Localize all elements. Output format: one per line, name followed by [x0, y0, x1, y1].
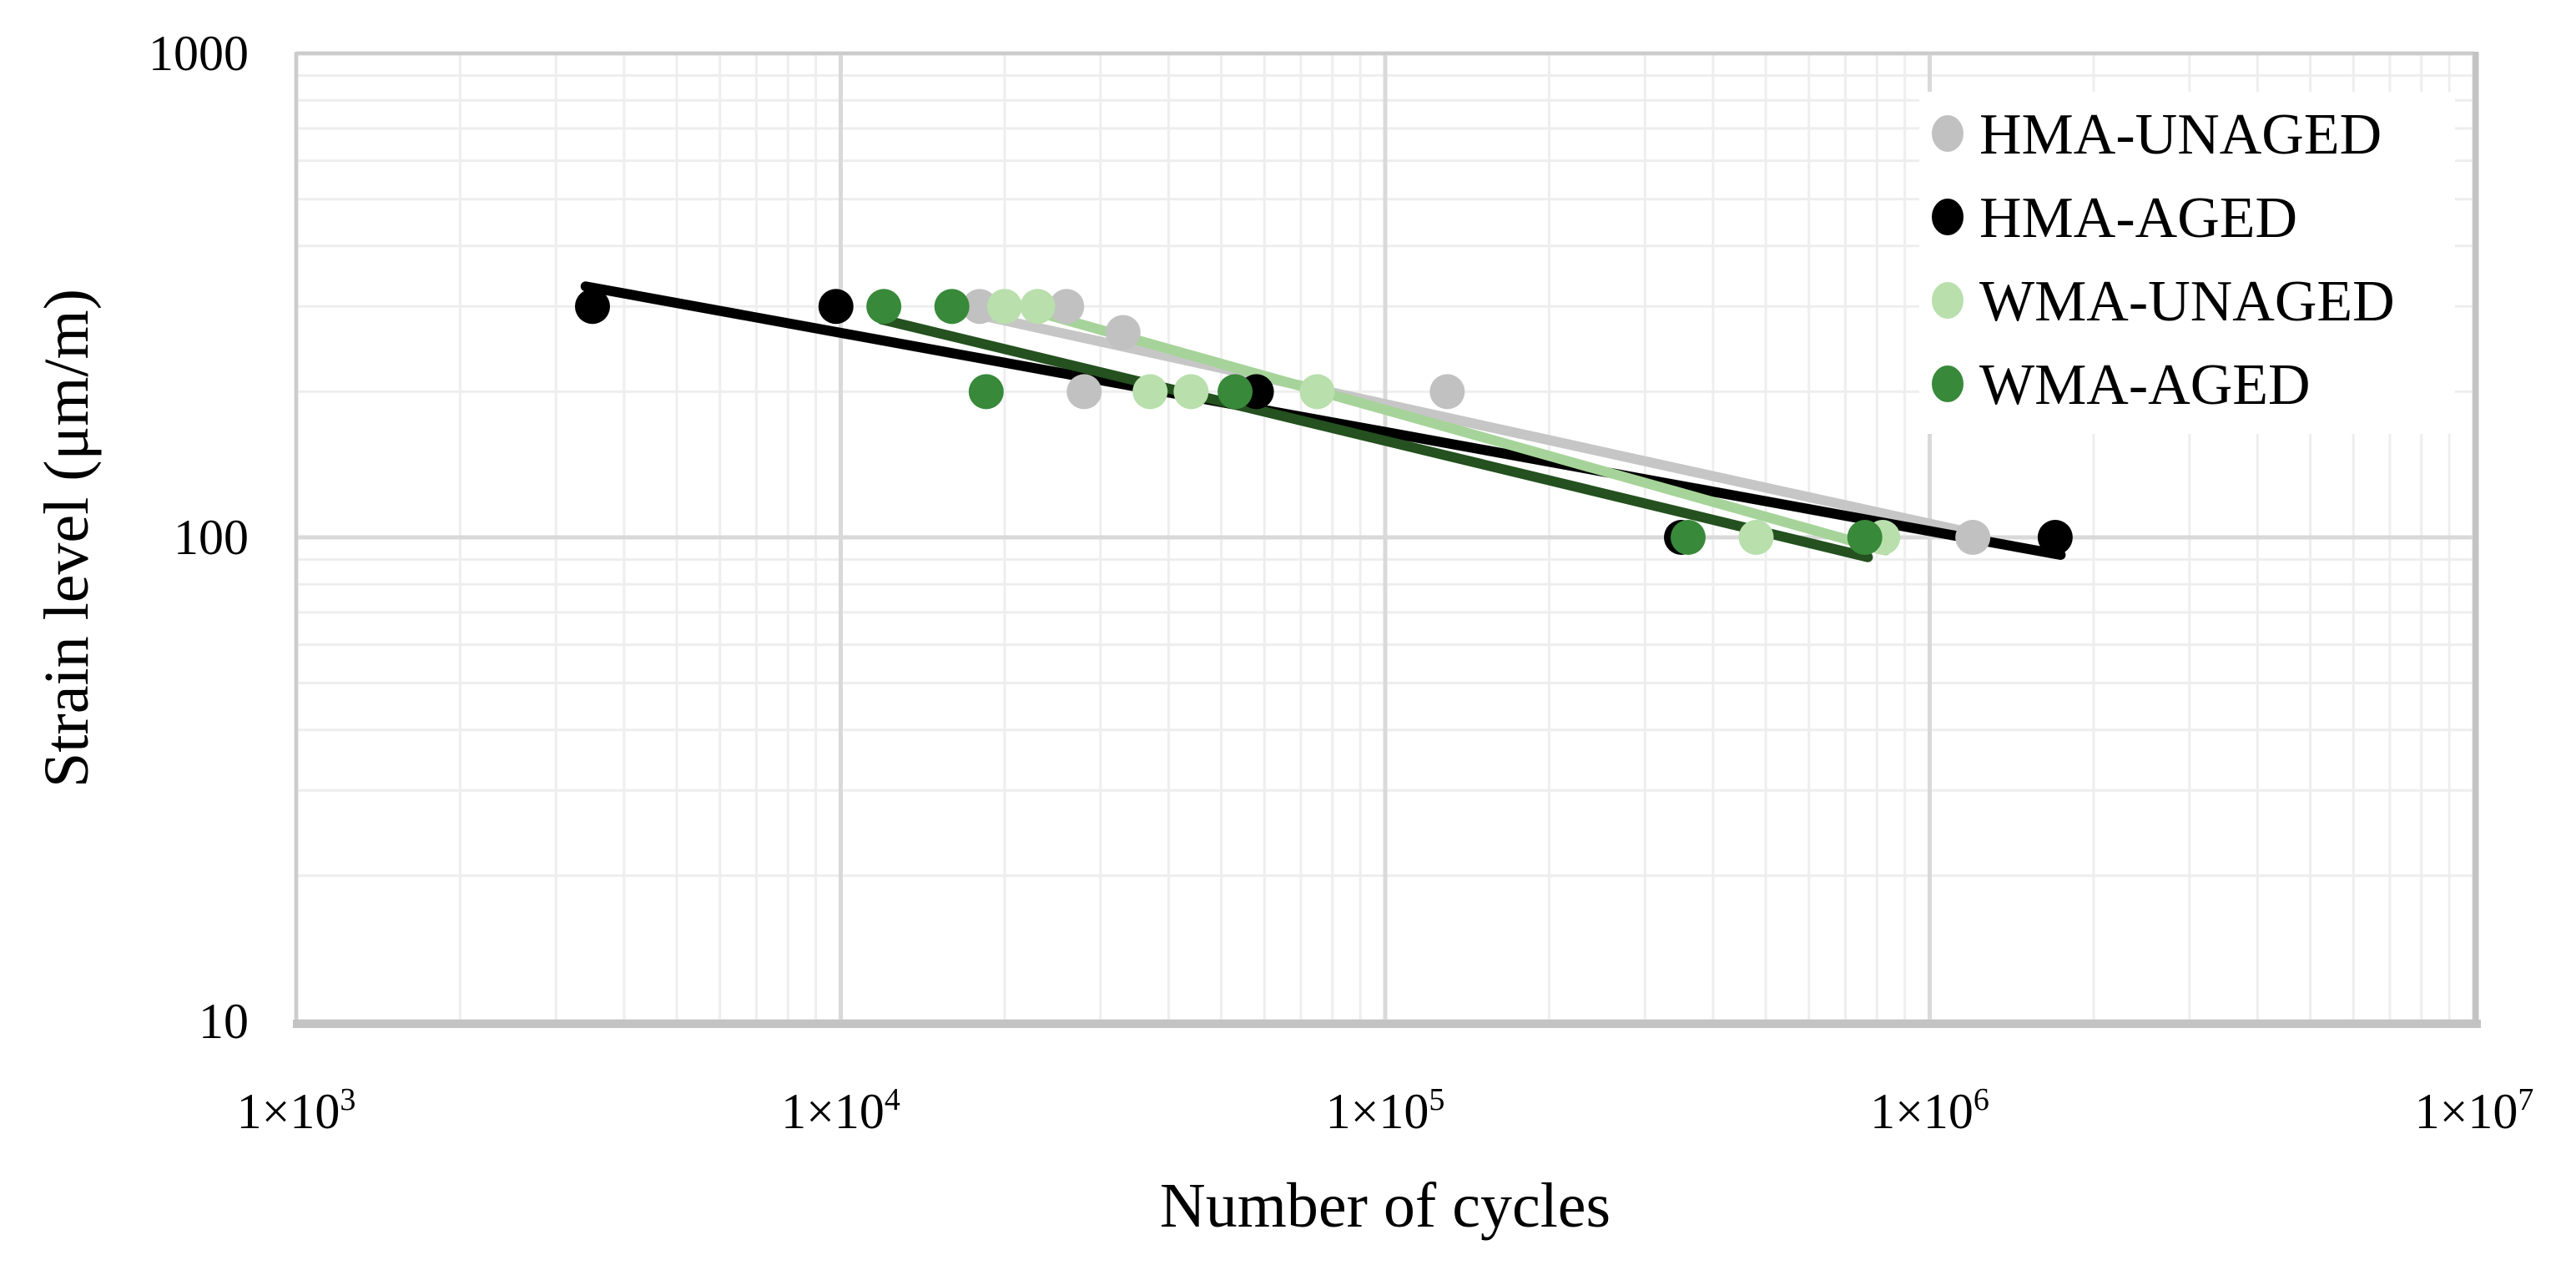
trendline-wma-aged	[876, 314, 1873, 562]
x-tick-exponent: 7	[2518, 1082, 2533, 1117]
data-markers	[575, 289, 2073, 555]
marker-wma-aged	[968, 374, 1004, 410]
y-tick-label: 100	[174, 510, 249, 565]
marker-hma-unaged	[1105, 315, 1141, 350]
marker-wma-aged	[866, 289, 902, 325]
plot-border	[293, 52, 2481, 1028]
legend-box	[1919, 92, 2455, 434]
legend-label-wma-aged: WMA-AGED	[1979, 353, 2311, 417]
legend-marker-hma-aged	[1932, 199, 1964, 235]
marker-wma-unaged	[1132, 374, 1168, 410]
x-tick-label: 1×103	[237, 1082, 356, 1139]
marker-wma-aged	[934, 289, 970, 325]
legend-marker-hma-unaged	[1932, 115, 1964, 152]
marker-hma-unaged	[1049, 289, 1085, 325]
x-tick-exponent: 6	[1974, 1082, 1989, 1117]
marker-wma-unaged	[986, 289, 1022, 325]
trendline-hma-unaged	[968, 308, 1988, 541]
tick-labels: 1×103 1×104 1×105 1×106 1×107 1000 100 10	[149, 26, 2533, 1139]
trendlines	[580, 281, 2066, 562]
marker-hma-unaged	[962, 289, 998, 325]
marker-wma-unaged	[1299, 374, 1335, 410]
marker-hma-aged	[2037, 520, 2073, 555]
trendline-hma-aged	[580, 281, 2066, 561]
marker-wma-unaged	[1738, 520, 1774, 555]
marker-wma-unaged	[1173, 374, 1209, 410]
y-tick-label: 10	[199, 994, 249, 1049]
x-tick-label: 1×104	[781, 1082, 900, 1139]
y-tick-label: 1000	[149, 26, 249, 81]
marker-hma-unaged	[1955, 520, 1991, 555]
legend-label-wma-unaged: WMA-UNAGED	[1979, 270, 2395, 334]
x-tick-label: 1×107	[2415, 1082, 2534, 1139]
marker-wma-aged	[1847, 520, 1883, 555]
marker-hma-aged	[575, 289, 611, 325]
x-tick-exponent: 5	[1429, 1082, 1444, 1117]
marker-hma-unaged	[1066, 374, 1102, 410]
x-tick-exponent: 4	[885, 1082, 900, 1117]
legend-marker-wma-unaged	[1932, 282, 1964, 319]
legend: HMA-UNAGED HMA-AGED WMA-UNAGED WMA-AGED	[1919, 92, 2455, 434]
x-tick-exponent: 3	[340, 1082, 355, 1117]
x-tick-label: 1×105	[1326, 1082, 1445, 1139]
x-tick-label: 1×106	[1870, 1082, 1989, 1139]
y-axis-title: Strain level (μm/m)	[32, 289, 102, 788]
marker-hma-aged	[818, 289, 854, 325]
legend-marker-wma-aged	[1932, 365, 1964, 402]
trendline-wma-unaged	[1032, 307, 1891, 556]
marker-wma-aged	[1217, 374, 1253, 410]
legend-label-hma-unaged: HMA-UNAGED	[1979, 103, 2382, 167]
x-axis-title: Number of cycles	[1160, 1171, 1611, 1241]
marker-wma-aged	[1670, 520, 1706, 555]
marker-wma-unaged	[1020, 289, 1056, 325]
marker-hma-unaged	[1429, 374, 1465, 410]
legend-label-hma-aged: HMA-AGED	[1979, 186, 2297, 250]
